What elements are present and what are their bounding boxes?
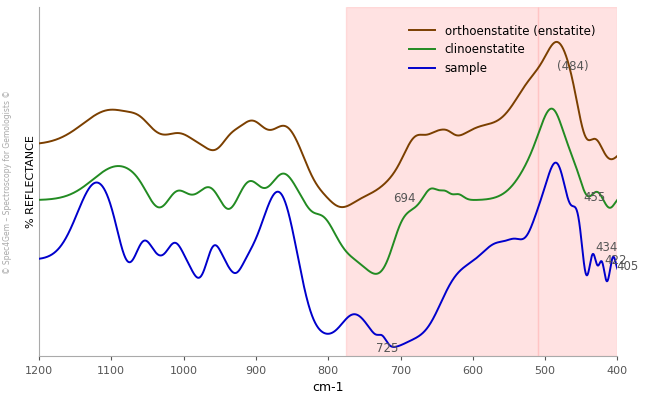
sample [136,244,143,249]
clinoenstatite [540,116,548,121]
orthoenstatite (enstatite) [603,154,610,158]
clinoenstatite [603,203,610,208]
sample [257,223,265,228]
Text: 725: 725 [377,342,399,354]
orthoenstatite (enstatite) [282,124,290,129]
orthoenstatite (enstatite) [552,39,560,44]
Legend: orthoenstatite (enstatite), clinoenstatite, sample: orthoenstatite (enstatite), clinoenstati… [404,20,600,80]
clinoenstatite [282,172,290,177]
orthoenstatite (enstatite) [614,154,621,158]
orthoenstatite (enstatite) [540,56,548,61]
clinoenstatite [548,106,556,111]
Y-axis label: % REFLECTANCE: % REFLECTANCE [26,135,36,228]
Bar [538,7,618,356]
clinoenstatite [101,168,109,173]
orthoenstatite (enstatite) [101,108,109,113]
Line: orthoenstatite (enstatite): orthoenstatite (enstatite) [39,42,618,207]
orthoenstatite (enstatite) [257,123,265,128]
Text: (484): (484) [557,61,589,73]
Text: 405: 405 [617,260,639,273]
Text: © Spec4Gem – Spectroscopy for Gemologists ©: © Spec4Gem – Spectroscopy for Gemologist… [3,90,12,273]
Text: 455: 455 [583,191,606,204]
sample [603,278,610,283]
sample [540,188,548,192]
Text: 434: 434 [596,241,618,254]
sample [614,266,621,271]
sample [101,188,109,193]
sample [35,256,43,261]
Line: clinoenstatite: clinoenstatite [39,109,618,274]
sample [282,202,290,207]
clinoenstatite [136,178,143,182]
Line: sample: sample [39,163,618,347]
sample [390,344,398,349]
sample [552,160,559,165]
X-axis label: cm-1: cm-1 [313,381,344,394]
Text: 422: 422 [605,254,627,267]
orthoenstatite (enstatite) [136,113,143,118]
Bar [346,7,538,356]
clinoenstatite [614,197,621,202]
orthoenstatite (enstatite) [339,205,346,210]
clinoenstatite [372,271,380,276]
orthoenstatite (enstatite) [35,141,43,146]
Text: 694: 694 [393,192,416,205]
clinoenstatite [257,184,265,189]
clinoenstatite [35,197,43,202]
